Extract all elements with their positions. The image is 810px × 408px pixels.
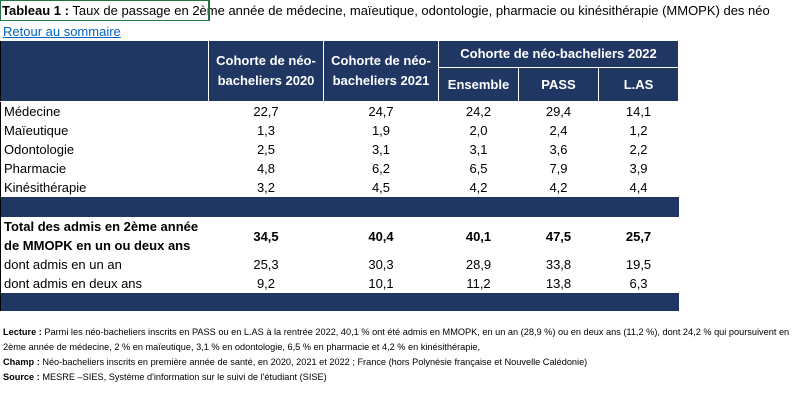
value-cell: 10,1 (368, 276, 394, 291)
separator-cell (598, 197, 679, 217)
separator-row (0, 197, 679, 217)
header-cell: Cohorte de néo-bacheliers 2021 (323, 40, 439, 102)
value-cell: 40,1 (465, 228, 492, 244)
table-row: Pharmacie 4,8 6,2 6,5 7,9 3,9 (0, 159, 679, 178)
value-cell: 4,8 (256, 161, 276, 176)
value-cell: 1,9 (371, 123, 391, 138)
row-label: Kinésithérapie (0, 178, 209, 197)
separator-cell (438, 293, 519, 311)
value-cell: 25,7 (625, 228, 652, 244)
value-cell: 2,2 (629, 142, 648, 157)
value-cell: 14,1 (625, 104, 652, 119)
table-row: Kinésithérapie 3,2 4,5 4,2 4,2 4,4 (0, 178, 679, 197)
value-cell: 1,3 (256, 123, 276, 138)
row-label: Pharmacie (0, 159, 209, 178)
separator-row (0, 293, 679, 311)
separator-cell (208, 293, 324, 311)
value-cell: 6,2 (371, 161, 391, 176)
row-label: Médecine (0, 101, 209, 121)
value-cell: 4,5 (371, 180, 391, 195)
note-label: Champ : (3, 357, 40, 367)
value-cell: 11,2 (466, 276, 491, 291)
title-label: Tableau 1 : (2, 3, 69, 18)
value-cell: 2,5 (256, 142, 276, 157)
header-cell: L.AS (597, 67, 680, 102)
note-label: Source : (3, 372, 40, 382)
value-cell: 6,3 (629, 276, 648, 291)
header-cell: Ensemble (438, 67, 519, 102)
value-cell: 40,4 (368, 228, 394, 244)
value-cell: 34,5 (253, 228, 279, 244)
note: Lecture : Parmi les néo-bacheliers inscr… (3, 325, 808, 355)
note-text: Néo-bacheliers inscrits en première anné… (42, 357, 588, 367)
value-cell: 9,2 (256, 276, 276, 291)
table-row: dont admis en un an 25,3 30,3 28,9 33,8 19,5 (0, 255, 679, 274)
note: Source : MESRE –SIES, Système d'informat… (3, 370, 808, 385)
value-cell: 3,9 (629, 161, 648, 176)
value-cell: 29,4 (545, 104, 572, 119)
separator-cell (518, 197, 599, 217)
separator-cell (438, 197, 519, 217)
value-cell: 2,0 (469, 123, 488, 138)
value-cell: 13,8 (545, 276, 572, 291)
value-cell: 2,4 (549, 123, 568, 138)
value-cell: 19,5 (625, 257, 652, 272)
value-cell: 47,5 (545, 228, 572, 244)
table-row: Total des admis en 2ème année de MMOPK e… (0, 217, 679, 255)
value-cell: 28,9 (465, 257, 492, 272)
value-cell: 3,1 (371, 142, 391, 157)
back-link[interactable]: Retour au sommaire (3, 24, 121, 39)
value-cell: 3,2 (256, 180, 276, 195)
table-row: Odontologie 2,5 3,1 3,1 3,6 2,2 (0, 140, 679, 159)
note: Champ : Néo-bacheliers inscrits en premi… (3, 355, 808, 370)
value-cell: 6,5 (469, 161, 488, 176)
row-label: dont admis en deux ans (0, 274, 209, 293)
separator-cell (0, 197, 209, 217)
row-label: Odontologie (0, 140, 209, 159)
row-label: Total des admis en 2ème année de MMOPK e… (0, 217, 209, 255)
value-cell: 7,9 (549, 161, 568, 176)
value-cell: 3,6 (549, 142, 568, 157)
separator-cell (208, 197, 324, 217)
row-label: dont admis en un an (0, 255, 209, 274)
note-text: MESRE –SIES, Système d'information sur l… (42, 372, 327, 382)
value-cell: 25,3 (253, 257, 279, 272)
data-table: Cohorte de néo-bacheliers 2020 Cohorte d… (0, 40, 680, 311)
value-cell: 33,8 (545, 257, 572, 272)
header-group: Cohorte de néo-bacheliers 2022 (437, 40, 680, 68)
title-text: Taux de passage en 2ème année de médecin… (72, 3, 770, 18)
table-row: Maïeutique 1,3 1,9 2,0 2,4 1,2 (0, 121, 679, 140)
separator-cell (323, 197, 439, 217)
separator-cell (323, 293, 439, 311)
header-blank (0, 40, 209, 102)
row-label: Maïeutique (0, 121, 209, 140)
table-row: dont admis en deux ans 9,2 10,1 11,2 13,8 6,3 (0, 274, 679, 293)
note-label: Lecture : (3, 327, 42, 337)
value-cell: 24,7 (368, 104, 394, 119)
table-row: Médecine 22,7 24,7 24,2 29,4 14,1 (0, 101, 679, 121)
value-cell: 4,2 (469, 180, 488, 195)
value-cell: 24,2 (465, 104, 492, 119)
separator-cell (518, 293, 599, 311)
value-cell: 4,2 (549, 180, 568, 195)
value-cell: 3,1 (469, 142, 488, 157)
note-text: Parmi les néo-bacheliers inscrits en PAS… (3, 327, 790, 352)
value-cell: 30,3 (368, 257, 394, 272)
value-cell: 4,4 (629, 180, 648, 195)
value-cell: 1,2 (629, 123, 648, 138)
header-cell: Cohorte de néo-bacheliers 2020 (208, 40, 324, 102)
notes: Lecture : Parmi les néo-bacheliers inscr… (3, 325, 808, 385)
header-cell: PASS (518, 67, 599, 102)
separator-cell (598, 293, 679, 311)
title: Tableau 1 : Taux de passage en 2ème anné… (2, 3, 808, 18)
separator-cell (0, 293, 209, 311)
value-cell: 22,7 (253, 104, 279, 119)
